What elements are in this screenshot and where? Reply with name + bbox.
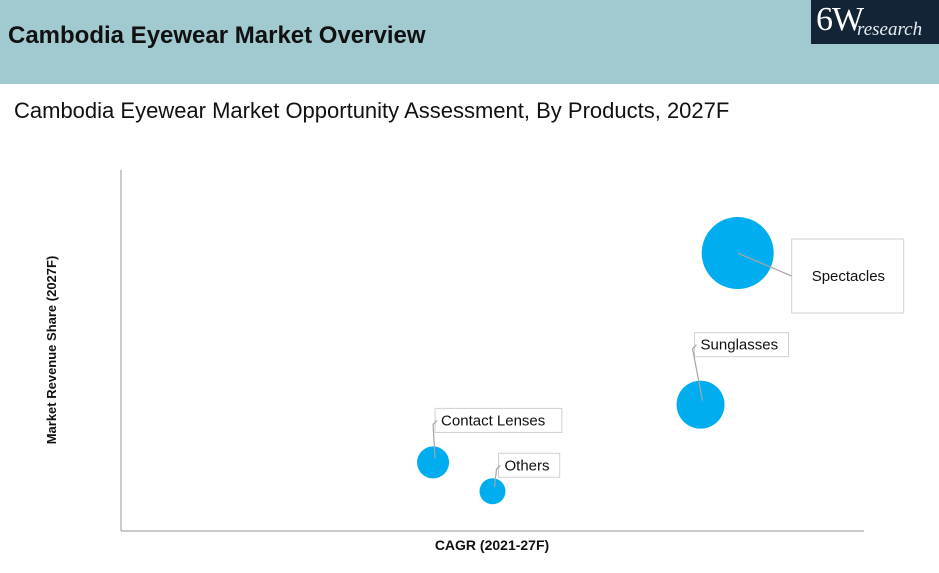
logo-main: 6W <box>816 1 864 38</box>
chart-title: Cambodia Eyewear Market Opportunity Asse… <box>14 98 730 123</box>
leader-line-spectacles <box>737 252 792 277</box>
leader-line-sunglasses <box>691 344 704 401</box>
page-title: Cambodia Eyewear Market Overview <box>8 22 426 49</box>
x-axis-label: CAGR (2021-27F) <box>435 537 549 553</box>
header-band <box>0 0 939 84</box>
logo-sub: research <box>857 19 923 40</box>
leader-line-others <box>493 464 501 488</box>
label-box-spectacles <box>791 238 905 314</box>
label-box-sunglasses <box>694 332 790 358</box>
data-label-spectacles: Spectacles <box>812 268 885 285</box>
label-box-others <box>498 452 561 478</box>
leader-line-contact-lenses <box>432 419 438 459</box>
bubble-sunglasses <box>676 380 725 429</box>
bubbles-layer: Spectacles Sunglasses Contact Lenses Others <box>417 217 905 505</box>
logo: 6W research <box>811 0 939 44</box>
data-label-others: Others <box>505 457 550 474</box>
data-label-contact-lenses: Contact Lenses <box>441 412 545 429</box>
bubble-contact-lenses <box>417 446 450 479</box>
bubble-others <box>479 478 506 505</box>
y-axis-label: Market Revenue Share (2027F) <box>44 256 59 445</box>
data-label-sunglasses: Sunglasses <box>701 337 779 354</box>
label-box-contact-lenses <box>434 407 563 433</box>
